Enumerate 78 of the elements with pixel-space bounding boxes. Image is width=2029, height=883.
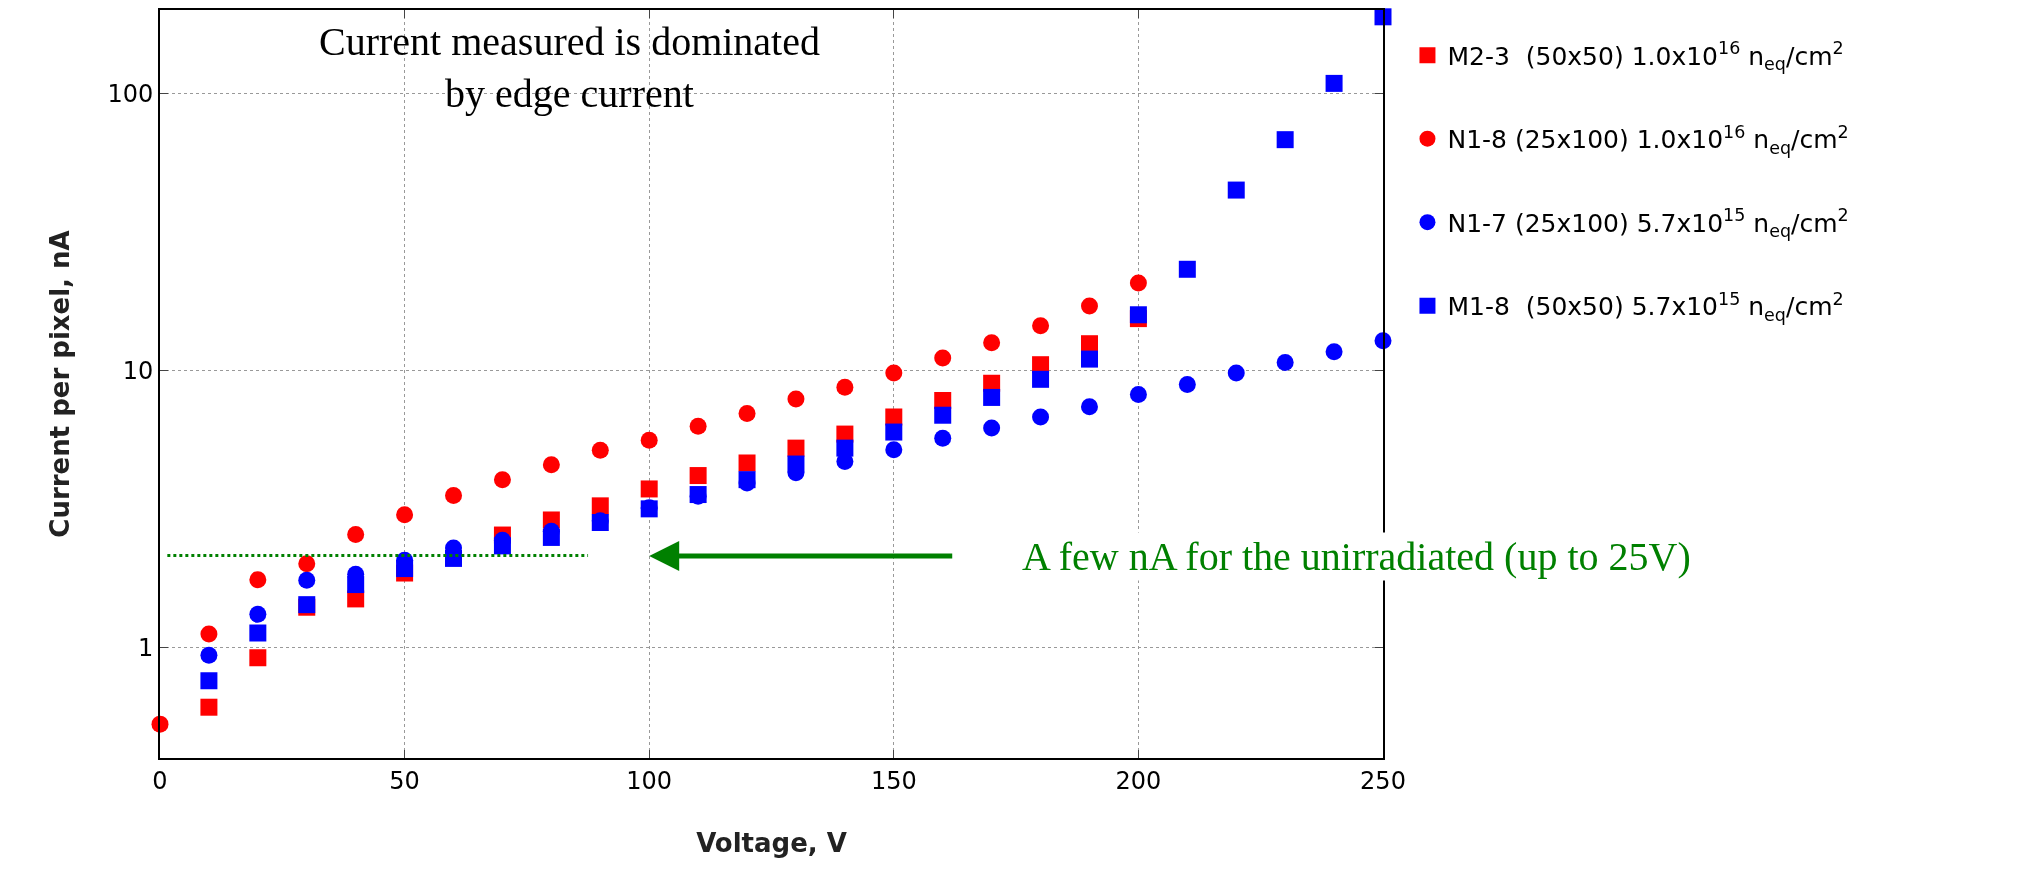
point (1032, 408, 1050, 426)
legend-label: M2-3 (50x50) 1.0x10$^{16}$ n$_{eq}$/cm$^{2}$ (1447, 38, 1844, 75)
point (885, 423, 903, 441)
point (200, 625, 218, 643)
y-tick-label: 100 (107, 79, 154, 108)
point (200, 672, 218, 690)
x-tick-label: 50 (389, 766, 420, 795)
point (200, 646, 218, 664)
point (836, 378, 854, 396)
point (1080, 350, 1098, 368)
point (738, 405, 756, 422)
point (249, 624, 267, 642)
point (1129, 385, 1147, 403)
point (934, 349, 952, 367)
x-tick-label: 250 (1360, 766, 1406, 795)
point (640, 431, 658, 449)
point (738, 454, 756, 472)
point (1080, 297, 1098, 315)
point (885, 408, 903, 426)
point (1178, 376, 1196, 394)
legend-label: M1-8 (50x50) 5.7x10$^{15}$ n$_{eq}$/cm$^{2}$ (1447, 288, 1844, 325)
point (298, 571, 316, 589)
point (493, 471, 511, 489)
point (591, 441, 609, 459)
y-axis-title: Current per pixel, nA (45, 230, 76, 538)
x-tick-label: 0 (152, 766, 168, 795)
point (1129, 306, 1147, 324)
point (885, 441, 903, 459)
point (1178, 260, 1196, 278)
point (1227, 181, 1245, 199)
point (640, 480, 658, 498)
point (298, 555, 316, 573)
point (689, 467, 707, 485)
y-tick-label: 1 (137, 634, 154, 663)
x-axis-title: Voltage, V (696, 828, 847, 858)
x-tick-label: 100 (626, 766, 673, 795)
point (1080, 398, 1098, 416)
legend-label: N1-7 (25x100) 5.7x10$^{15}$ n$_{eq}$/cm$^{2}$ (1447, 205, 1849, 242)
point (934, 429, 952, 447)
point (1080, 335, 1098, 353)
point (787, 390, 805, 408)
point (493, 537, 511, 555)
point (1129, 274, 1147, 292)
point (1032, 317, 1050, 335)
legend-label: N1-8 (25x100) 1.0x10$^{16}$ n$_{eq}$/cm$^{2}$ (1447, 121, 1849, 158)
point (689, 417, 707, 435)
point (249, 649, 267, 667)
annotation: A few nA for the unirradiated (up to 25V) (1022, 534, 1691, 579)
point (249, 571, 267, 589)
annotation: Current measured is dominated by edge current (319, 19, 820, 116)
point (396, 560, 414, 578)
point (1325, 343, 1343, 361)
point (983, 388, 1001, 406)
point (396, 506, 414, 524)
point (836, 439, 854, 457)
point (542, 528, 560, 546)
x-tick-label: 200 (1115, 766, 1162, 795)
point (1325, 74, 1343, 92)
point (1227, 364, 1245, 382)
point (983, 419, 1001, 437)
point (983, 334, 1001, 352)
point (200, 698, 218, 716)
point (934, 406, 952, 424)
point (1276, 131, 1294, 149)
point (249, 605, 267, 623)
point (347, 526, 365, 544)
point (591, 497, 609, 515)
point (445, 549, 463, 567)
point (347, 576, 365, 594)
point (1276, 353, 1294, 371)
y-tick-label: 10 (122, 356, 154, 385)
point (1032, 370, 1050, 388)
point (542, 456, 560, 474)
point (787, 439, 805, 457)
x-tick-label: 150 (870, 766, 917, 795)
point (787, 455, 805, 473)
point (885, 364, 903, 382)
point (445, 487, 463, 505)
